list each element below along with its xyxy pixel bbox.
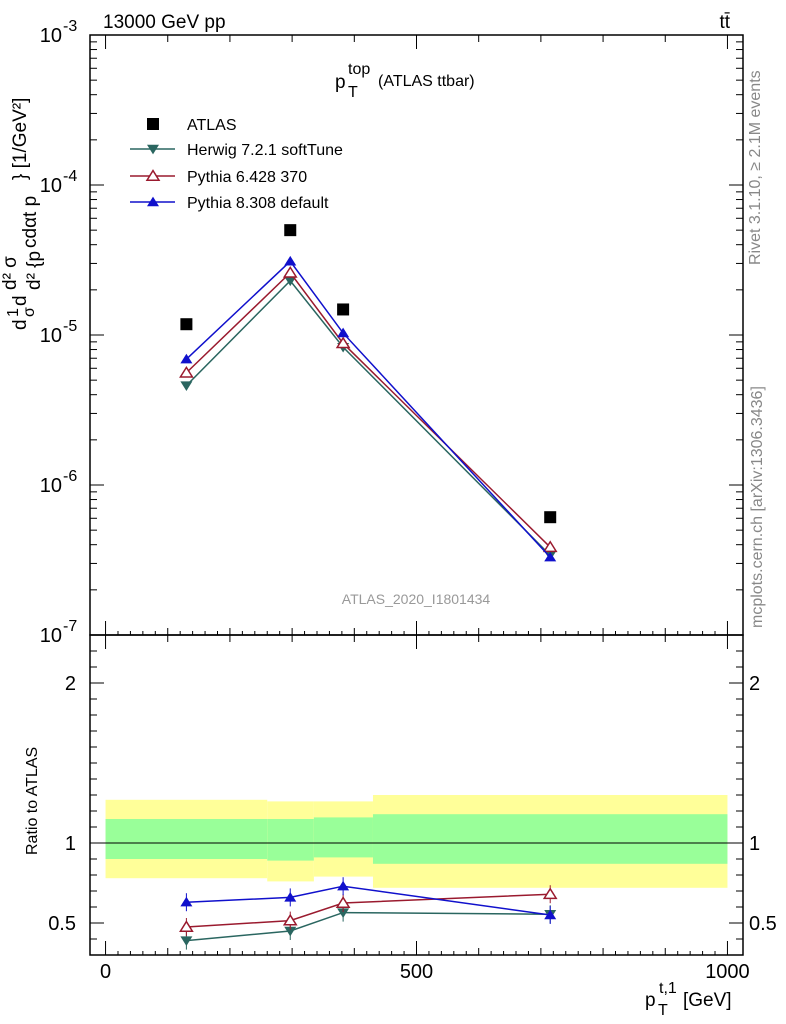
- rivet-label: Rivet 3.1.10, ≥ 2.1M events: [747, 70, 764, 265]
- marker-pythia8-1: [284, 255, 297, 266]
- series-line-herwig: [185, 279, 551, 556]
- ytick-label: 10: [40, 475, 62, 497]
- plot-title: p T top (ATLAS ttbar): [335, 61, 475, 101]
- legend-label-pythia8: Pythia 8.308 default: [187, 195, 329, 212]
- legend-label-herwig: Herwig 7.2.1 softTune: [187, 142, 343, 159]
- ratio-ytick-label: 2: [65, 673, 76, 695]
- svg-text:d² {p: d² {p: [24, 251, 45, 290]
- marker-pythia6-1: [282, 265, 298, 278]
- marker-herwig-0: [180, 381, 193, 391]
- ratio-line-herwig: [186, 911, 551, 942]
- ytick-exponent: -6: [63, 468, 77, 485]
- ratio-marker-pythia6-3: [542, 887, 558, 900]
- svg-text:d² σ: d² σ: [0, 256, 21, 290]
- ratio-marker-pythia6-2: [335, 896, 351, 908]
- marker-pythia6-3: [542, 540, 558, 553]
- ratio-marker-pythia8-1: [284, 892, 297, 902]
- ratio-ytick-label: 1: [65, 833, 76, 855]
- series-line-pythia6: [185, 271, 551, 548]
- svg-text:σ: σ: [21, 307, 38, 317]
- legend-marker-atlas: [147, 118, 159, 130]
- ytick-exponent: -5: [63, 318, 77, 335]
- marker-atlas-0: [180, 318, 193, 331]
- ratio-marker-pythia6-1: [282, 913, 298, 926]
- marker-herwig-1: [284, 276, 297, 287]
- band-inner-1: [267, 819, 314, 861]
- ratio-ytick-label: 0.5: [48, 913, 76, 935]
- marker-pythia8-3: [544, 551, 557, 562]
- plot-title-suffix: (ATLAS ttbar): [378, 73, 475, 90]
- marker-pythia6-2: [335, 336, 351, 349]
- ratio-line-pythia6: [186, 893, 551, 928]
- svg-text:d: d: [10, 295, 31, 306]
- ratio-marker-herwig-0: [180, 936, 193, 946]
- xtick-label: 1000: [705, 961, 750, 983]
- svg-text:t,1: t,1: [659, 980, 677, 997]
- series-line-pythia8: [185, 260, 551, 558]
- mcplots-label: mcplots.cern.ch [arXiv:1306.3436]: [749, 386, 766, 628]
- ratio-marker-pythia8-0: [180, 896, 193, 907]
- ytick-label: 10: [40, 625, 62, 647]
- svg-text:T: T: [658, 1002, 668, 1019]
- ratio-marker-herwig-1: [284, 926, 297, 937]
- xlabel: p T t,1 [GeV]: [645, 980, 732, 1019]
- ratio-marker-herwig-2: [337, 908, 350, 918]
- ratio-ytick-label-right: 1: [749, 833, 760, 855]
- ytick-exponent: -7: [63, 618, 77, 635]
- ratio-line-pythia8: [186, 885, 551, 916]
- svg-text:p: p: [645, 990, 656, 1011]
- process-label: 13000 GeV pp: [103, 12, 226, 33]
- ratio-ytick-label-right: 0.5: [749, 913, 777, 935]
- legend-label-atlas: ATLAS: [187, 117, 237, 134]
- ratio-marker-pythia8-3: [544, 909, 557, 920]
- ytick-label: 10: [40, 175, 62, 197]
- ratio-ylabel: Ratio to ATLAS: [24, 747, 41, 855]
- plot-title-main: p: [335, 72, 346, 93]
- marker-pythia8-2: [337, 327, 350, 338]
- svg-text:d: d: [10, 319, 31, 330]
- marker-atlas-1: [284, 224, 297, 237]
- data-series: [179, 224, 558, 950]
- ratio-marker-pythia8-2: [337, 880, 350, 891]
- ytick-exponent: -3: [63, 18, 77, 35]
- legend-marker-herwig: [147, 144, 159, 155]
- xtick-label: 0: [100, 961, 111, 983]
- marker-atlas-2: [337, 303, 350, 316]
- plot-title-sup: top: [348, 61, 370, 78]
- svg-text:1: 1: [5, 308, 22, 317]
- ratio-ytick-label-right: 2: [749, 673, 760, 695]
- marker-atlas-3: [544, 511, 557, 524]
- band-inner-3: [372, 814, 728, 864]
- xlabel-unit: [GeV]: [683, 990, 732, 1011]
- ratio-series: [179, 877, 558, 950]
- svg-text:cdαt p: cdαt p: [20, 196, 41, 248]
- final-state-label: tt̄: [719, 12, 730, 33]
- legend-label-pythia6: Pythia 6.428 370: [187, 169, 307, 186]
- axes-frame: [89, 34, 744, 956]
- plot-title-sub: T: [348, 84, 358, 101]
- ytick-label: 10: [40, 25, 62, 47]
- legend-marker-pythia6: [145, 169, 161, 181]
- svg-text:} [1/GeV²]: } [1/GeV²]: [10, 98, 31, 180]
- analysis-watermark: ATLAS_2020_I1801434: [342, 591, 491, 607]
- marker-pythia6-0: [179, 365, 194, 378]
- xtick-label: 500: [400, 961, 433, 983]
- marker-pythia8-0: [180, 353, 193, 364]
- ytick-label: 10: [40, 325, 62, 347]
- band-inner-0: [105, 819, 268, 859]
- legend: ATLAS Herwig 7.2.1 softTune Pythia 6.428…: [130, 117, 343, 212]
- upper-ylabel: d 1 σ d d² σ d² {p cdαt p } [1/GeV²]: [0, 98, 45, 330]
- ratio-marker-pythia6-0: [179, 920, 194, 932]
- ratio-bands: [105, 795, 728, 888]
- band-inner-2: [313, 817, 373, 858]
- legend-marker-pythia8: [147, 196, 159, 207]
- ytick-exponent: -4: [63, 168, 77, 185]
